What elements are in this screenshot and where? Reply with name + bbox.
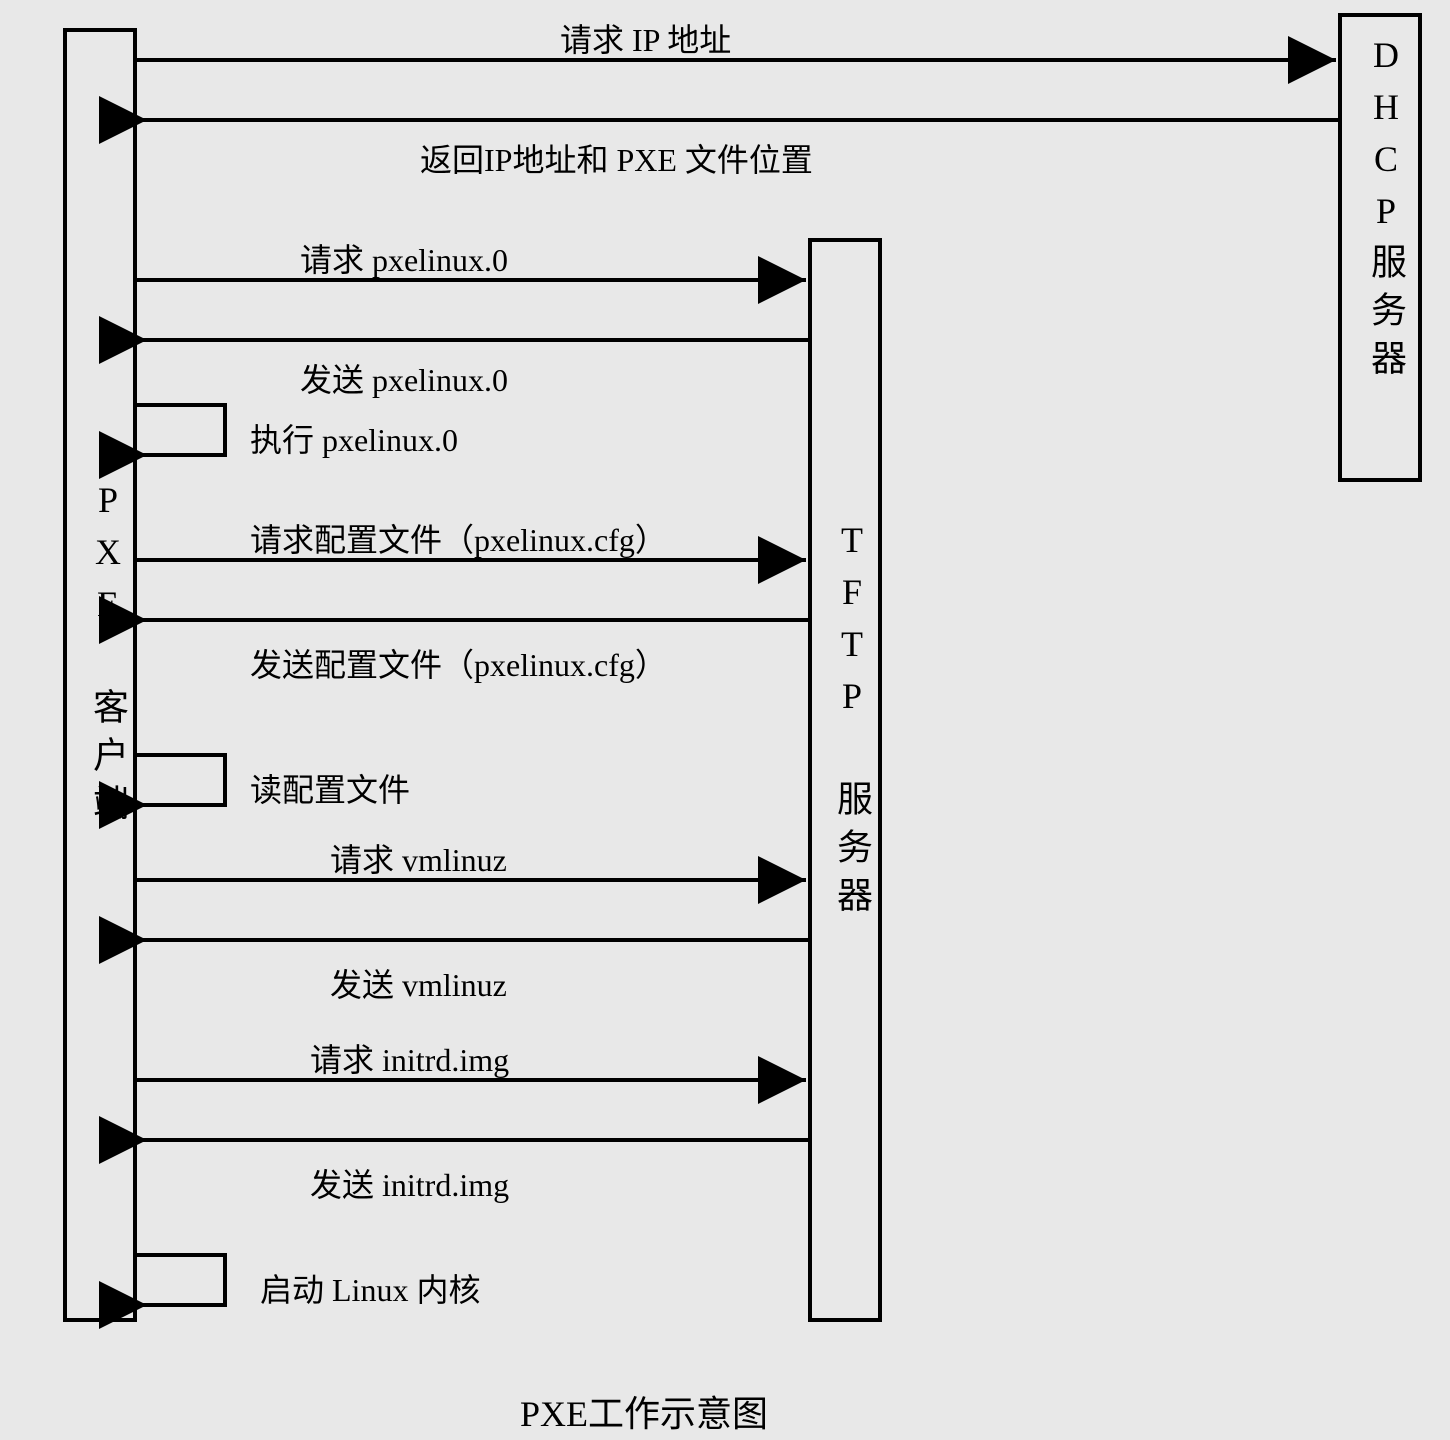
label-request-initrd: 请求 initrd.img [310, 1035, 509, 1081]
pxe-client-label: PXE 客户端 [82, 480, 134, 832]
label-send-cfg: 发送配置文件（pxelinux.cfg） [250, 640, 667, 686]
dhcp-server-label: DHCP服务器 [1360, 35, 1412, 387]
label-request-vmlinuz: 请求 vmlinuz [330, 835, 507, 881]
label-request-pxelinux: 请求 pxelinux.0 [300, 235, 508, 281]
diagram-svg [0, 0, 1450, 1440]
label-boot-kernel: 启动 Linux 内核 [260, 1265, 480, 1311]
tftp-server-label: TFTP 服务器 [826, 520, 878, 924]
label-read-cfg: 读配置文件 [250, 765, 410, 811]
msg-boot-kernel [135, 1255, 225, 1305]
msg-read-cfg [135, 755, 225, 805]
label-return-ip: 返回IP地址和 PXE 文件位置 [420, 135, 813, 181]
diagram-caption: PXE工作示意图 [520, 1385, 768, 1437]
sequence-diagram: PXE 客户端 TFTP 服务器 DHCP服务器 请求 IP 地址 返回IP地址… [0, 0, 1450, 1440]
label-request-cfg: 请求配置文件（pxelinux.cfg） [250, 515, 667, 561]
label-exec-pxelinux: 执行 pxelinux.0 [250, 415, 458, 461]
label-send-initrd: 发送 initrd.img [310, 1160, 509, 1206]
msg-exec-pxelinux [135, 405, 225, 455]
label-send-pxelinux: 发送 pxelinux.0 [300, 355, 508, 401]
label-request-ip: 请求 IP 地址 [560, 15, 731, 61]
label-send-vmlinuz: 发送 vmlinuz [330, 960, 507, 1006]
